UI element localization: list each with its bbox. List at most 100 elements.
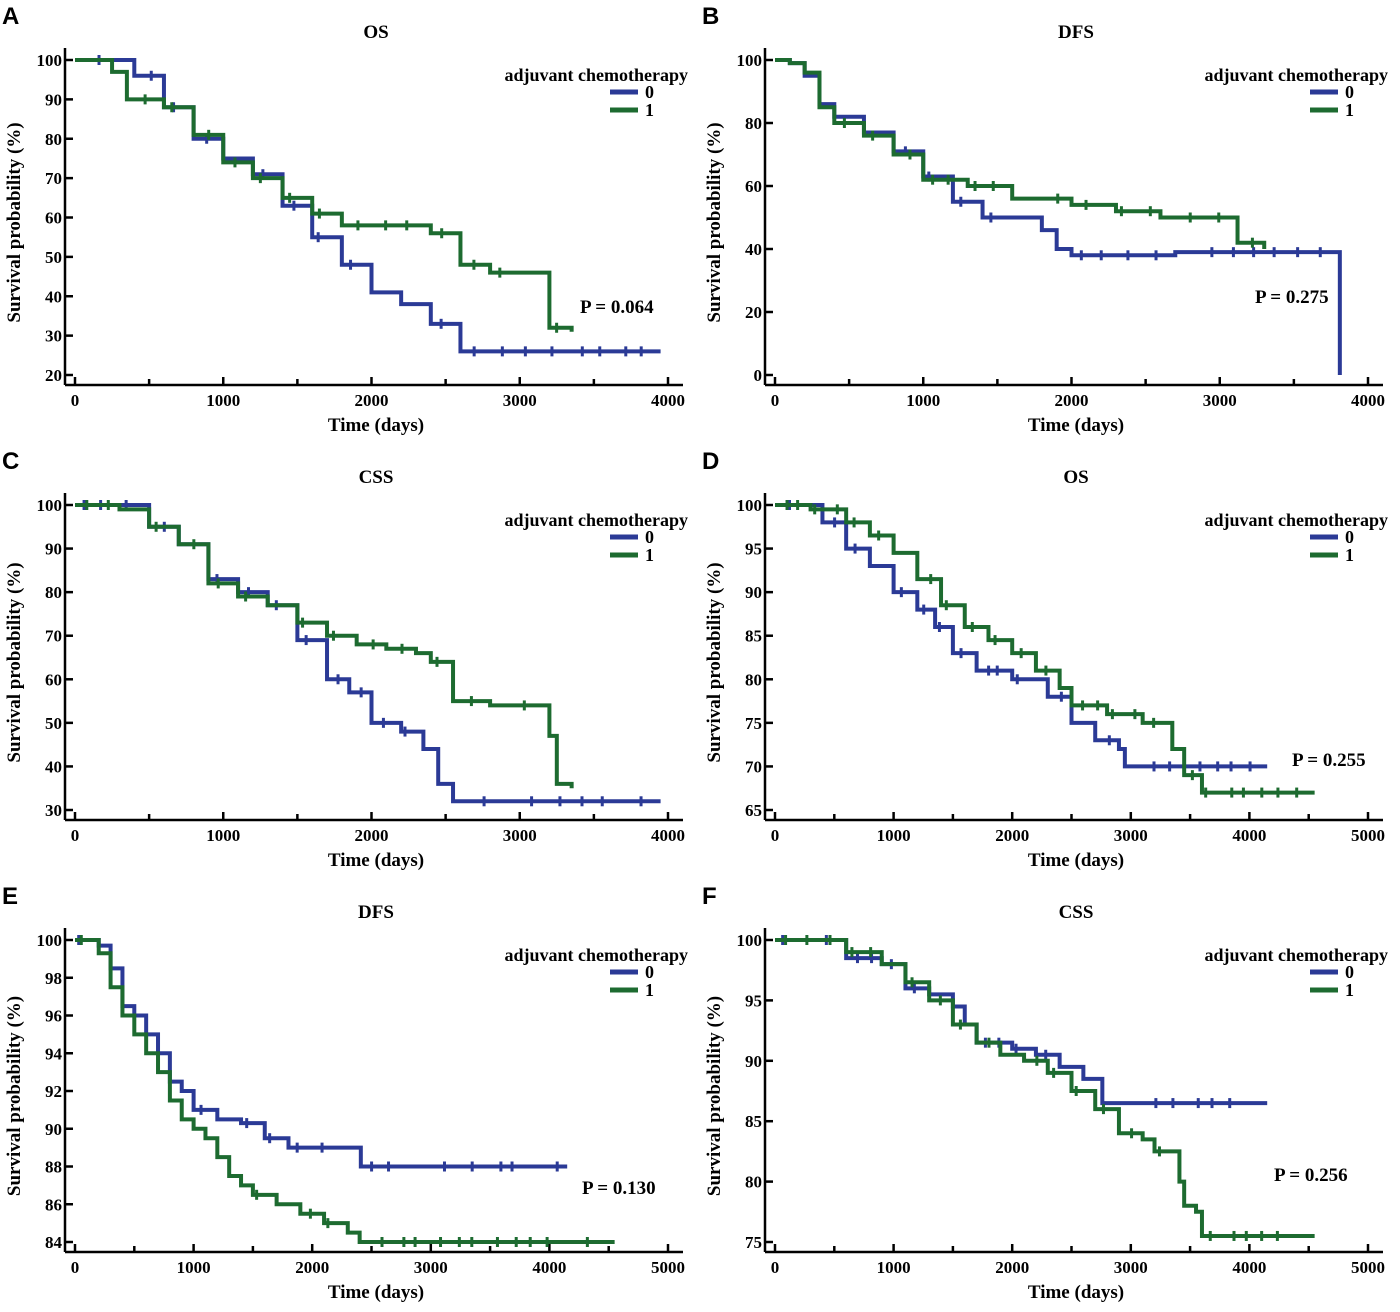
panel-letter: B: [702, 3, 719, 30]
x-tick-label: 2000: [355, 826, 389, 845]
x-tick-label: 3000: [503, 391, 537, 410]
y-tick-label: 75: [745, 714, 762, 733]
series-line-1: [775, 938, 1315, 1238]
legend-title: adjuvant chemotherapy: [1205, 65, 1389, 85]
x-tick-label: 5000: [1351, 826, 1385, 845]
panel-letter: A: [2, 3, 19, 30]
chart-title: OS: [363, 22, 388, 43]
x-tick-label: 2000: [355, 391, 389, 410]
series-line-1: [775, 58, 1267, 249]
y-axis-label: Survival probability (%): [4, 122, 25, 322]
y-tick-label: 100: [737, 931, 763, 950]
legend-label-0: 0: [1345, 962, 1354, 982]
y-tick-label: 80: [45, 583, 62, 602]
censor-marks-1: [85, 500, 526, 711]
y-tick-label: 30: [45, 801, 62, 820]
y-tick-label: 80: [745, 670, 762, 689]
y-tick-label: 90: [45, 1120, 62, 1139]
x-tick-label: 0: [771, 391, 780, 410]
x-axis-label: Time (days): [1028, 1282, 1124, 1303]
y-tick-label: 88: [45, 1158, 62, 1177]
x-tick-label: 3000: [1114, 1258, 1148, 1277]
legend-title: adjuvant chemotherapy: [505, 945, 689, 965]
legend-label-0: 0: [645, 82, 654, 102]
y-tick-label: 90: [745, 1052, 762, 1071]
censor-marks-1: [143, 94, 559, 333]
y-tick-label: 20: [745, 303, 762, 322]
legend-title: adjuvant chemotherapy: [1205, 510, 1389, 530]
y-tick-label: 40: [45, 757, 62, 776]
x-tick-label: 0: [771, 826, 780, 845]
series-line-0: [775, 938, 1268, 1106]
x-tick-label: 1000: [906, 391, 940, 410]
y-tick-label: 80: [745, 1173, 762, 1192]
censor-marks-0: [97, 55, 643, 357]
legend-label-0: 0: [645, 527, 654, 547]
x-axis-label: Time (days): [1028, 415, 1124, 436]
y-tick-label: 100: [737, 51, 763, 70]
x-tick-label: 2000: [995, 826, 1029, 845]
y-tick-label: 80: [745, 114, 762, 133]
x-tick-label: 0: [71, 391, 80, 410]
legend-label-1: 1: [1345, 100, 1354, 120]
panel-letter: D: [702, 448, 719, 475]
p-value: P = 0.064: [580, 297, 654, 318]
p-value: P = 0.256: [1274, 1165, 1348, 1186]
censor-marks-1: [785, 500, 1299, 798]
y-tick-label: 60: [45, 670, 62, 689]
x-axis-label: Time (days): [328, 1282, 424, 1303]
legend-label-0: 0: [645, 962, 654, 982]
series-line-1: [775, 503, 1315, 795]
x-tick-label: 3000: [1114, 826, 1148, 845]
y-tick-label: 90: [45, 90, 62, 109]
x-tick-label: 2000: [295, 1258, 329, 1277]
y-tick-label: 86: [45, 1195, 62, 1214]
y-tick-label: 0: [754, 366, 763, 385]
x-tick-label: 1000: [877, 826, 911, 845]
y-tick-label: 60: [745, 177, 762, 196]
y-tick-label: 85: [745, 627, 762, 646]
chart-title: DFS: [358, 902, 394, 923]
legend-title: adjuvant chemotherapy: [1205, 945, 1389, 965]
chart-title: OS: [1063, 467, 1088, 488]
y-axis-label: Survival probability (%): [704, 562, 725, 762]
x-tick-label: 4000: [1232, 826, 1266, 845]
y-tick-label: 50: [45, 248, 62, 267]
y-tick-label: 98: [45, 969, 62, 988]
y-tick-label: 96: [45, 1007, 62, 1026]
series-line-1: [75, 58, 574, 332]
x-axis-label: Time (days): [328, 850, 424, 871]
series-line-0: [75, 938, 568, 1169]
p-value: P = 0.255: [1292, 750, 1366, 771]
legend-label-1: 1: [645, 100, 654, 120]
y-tick-label: 94: [45, 1044, 63, 1063]
y-tick-label: 75: [745, 1233, 762, 1252]
panel-letter: C: [2, 448, 19, 475]
x-tick-label: 4000: [1351, 391, 1385, 410]
series-line-0: [775, 58, 1342, 375]
y-tick-label: 70: [45, 627, 62, 646]
series-line-0: [75, 503, 661, 804]
y-tick-label: 30: [45, 327, 62, 346]
y-tick-label: 95: [745, 991, 762, 1010]
panel-letter: F: [702, 883, 717, 910]
legend-label-1: 1: [645, 980, 654, 1000]
x-tick-label: 1000: [177, 1258, 211, 1277]
y-tick-label: 50: [45, 714, 62, 733]
y-tick-label: 70: [45, 169, 62, 188]
legend-label-0: 0: [1345, 82, 1354, 102]
censor-marks-1: [79, 935, 589, 1247]
censor-marks-0: [788, 500, 1252, 772]
y-tick-label: 92: [45, 1082, 62, 1101]
x-tick-label: 3000: [503, 826, 537, 845]
x-tick-label: 0: [771, 1258, 780, 1277]
x-tick-label: 5000: [1351, 1258, 1385, 1277]
y-axis-label: Survival probability (%): [4, 996, 25, 1196]
x-tick-label: 2000: [1055, 391, 1089, 410]
x-axis-label: Time (days): [1028, 850, 1124, 871]
